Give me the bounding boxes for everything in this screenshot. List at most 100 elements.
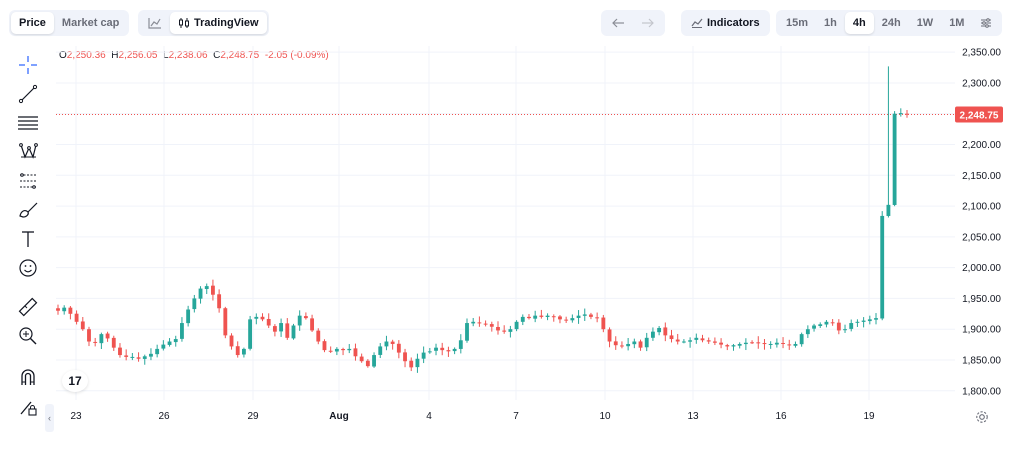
price-tag-bg bbox=[955, 106, 1003, 123]
timeframe-24h[interactable]: 24h bbox=[881, 17, 901, 29]
candle-body bbox=[743, 342, 748, 345]
timeframe-1h[interactable]: 1h bbox=[824, 17, 837, 29]
collapse-toolbar-button[interactable]: ‹ bbox=[45, 404, 54, 432]
horizontal-lines-tool[interactable] bbox=[17, 112, 39, 134]
trend-line-icon bbox=[18, 84, 38, 104]
candle-body bbox=[390, 341, 395, 344]
candle-body bbox=[644, 337, 649, 348]
brush-tool[interactable] bbox=[17, 199, 39, 221]
emoji-tool[interactable] bbox=[17, 257, 39, 279]
open-label: O bbox=[59, 50, 67, 61]
candle-body bbox=[229, 335, 234, 347]
candle-body bbox=[155, 348, 160, 355]
y-tick-label: 2,300.00 bbox=[962, 78, 1001, 89]
low-label: L bbox=[163, 50, 169, 61]
candle-body bbox=[787, 344, 792, 346]
timeframe-1m[interactable]: 1M bbox=[949, 17, 965, 29]
tradingview-button[interactable]: TradingView bbox=[170, 12, 267, 34]
candle-body bbox=[204, 286, 209, 290]
x-tick-label: 10 bbox=[599, 411, 611, 422]
candle-body bbox=[142, 356, 147, 359]
candle-body bbox=[87, 329, 91, 342]
ruler-tool[interactable] bbox=[17, 296, 39, 318]
tradingview-logo[interactable]: 17 bbox=[62, 370, 88, 392]
text-icon bbox=[22, 231, 34, 247]
candle-body bbox=[452, 348, 457, 352]
candle-body bbox=[824, 321, 829, 325]
candle-body bbox=[99, 334, 104, 344]
fib-retracement-tool[interactable] bbox=[17, 170, 39, 192]
candle-body bbox=[545, 315, 550, 318]
chart-settings-gear[interactable] bbox=[975, 410, 989, 429]
candle-body bbox=[750, 342, 754, 344]
candle-body bbox=[378, 346, 383, 355]
candle-body bbox=[477, 322, 482, 324]
chart-settings-button[interactable] bbox=[972, 12, 1000, 34]
timeframe-1w[interactable]: 1W bbox=[916, 17, 934, 29]
price-tag: 2,248.75 bbox=[960, 110, 999, 121]
candle-body bbox=[892, 113, 897, 205]
chart-style-switch: TradingView bbox=[138, 10, 269, 36]
emoji-icon bbox=[19, 259, 37, 277]
candle-body bbox=[248, 319, 253, 349]
price-tab[interactable]: Price bbox=[11, 12, 54, 34]
candle-body bbox=[830, 322, 835, 324]
line-chart-button[interactable] bbox=[140, 12, 170, 34]
x-tick-label: 7 bbox=[513, 411, 519, 422]
tradingview-label: TradingView bbox=[194, 17, 259, 29]
horizontal-lines-icon bbox=[18, 116, 38, 130]
close-label: C bbox=[213, 50, 221, 61]
trend-line-tool[interactable] bbox=[17, 83, 39, 105]
pattern-tool[interactable] bbox=[17, 141, 39, 163]
zoom-tool[interactable] bbox=[17, 325, 39, 347]
candle-body bbox=[235, 346, 240, 356]
y-tick-label: 1,850.00 bbox=[962, 355, 1001, 366]
x-tick-label: Aug bbox=[329, 411, 348, 422]
candle-body bbox=[539, 315, 544, 317]
timeframe-4h[interactable]: 4h bbox=[844, 12, 874, 34]
indicators-button[interactable]: Indicators bbox=[683, 12, 768, 34]
candle-body bbox=[334, 348, 339, 352]
candle-body bbox=[56, 308, 60, 311]
candle-body bbox=[372, 355, 376, 367]
candle-body bbox=[260, 316, 265, 320]
candle-body bbox=[836, 322, 841, 331]
crosshair-icon bbox=[19, 56, 37, 74]
candle-body bbox=[359, 356, 364, 362]
text-tool[interactable] bbox=[17, 228, 39, 250]
candle-body bbox=[650, 331, 655, 338]
candle-body bbox=[589, 314, 593, 317]
candle-body bbox=[62, 307, 67, 312]
candle-body bbox=[626, 343, 631, 347]
magnet-tool[interactable] bbox=[17, 366, 39, 388]
candle-body bbox=[365, 360, 370, 367]
candle-body bbox=[303, 316, 308, 319]
candle-body bbox=[818, 324, 823, 327]
pattern-icon bbox=[19, 143, 38, 159]
candle-body bbox=[465, 323, 469, 341]
candle-body bbox=[111, 337, 116, 348]
y-tick-label: 1,800.00 bbox=[962, 386, 1001, 397]
lock-drawing-tool[interactable] bbox=[17, 396, 39, 418]
candle-body bbox=[688, 340, 693, 342]
back-arrow-button[interactable] bbox=[603, 12, 633, 34]
candle-body bbox=[886, 204, 891, 216]
candle-body bbox=[434, 347, 438, 351]
crosshair-tool[interactable] bbox=[17, 54, 39, 76]
candle-body bbox=[353, 348, 358, 357]
brush-icon bbox=[19, 202, 38, 218]
candle-body bbox=[279, 323, 284, 332]
candle-body bbox=[291, 325, 296, 339]
candle-body bbox=[620, 345, 624, 347]
forward-arrow-button[interactable] bbox=[633, 12, 663, 34]
gear-icon bbox=[976, 411, 988, 423]
timeframe-15m[interactable]: 15m bbox=[786, 17, 809, 29]
market-cap-tab[interactable]: Market cap bbox=[61, 17, 120, 29]
candle-body bbox=[756, 342, 761, 344]
candle-body bbox=[161, 344, 166, 349]
candle-body bbox=[427, 351, 432, 353]
y-tick-label: 2,200.00 bbox=[962, 140, 1001, 151]
x-tick-label: 13 bbox=[687, 411, 699, 422]
candle-body bbox=[905, 113, 909, 115]
